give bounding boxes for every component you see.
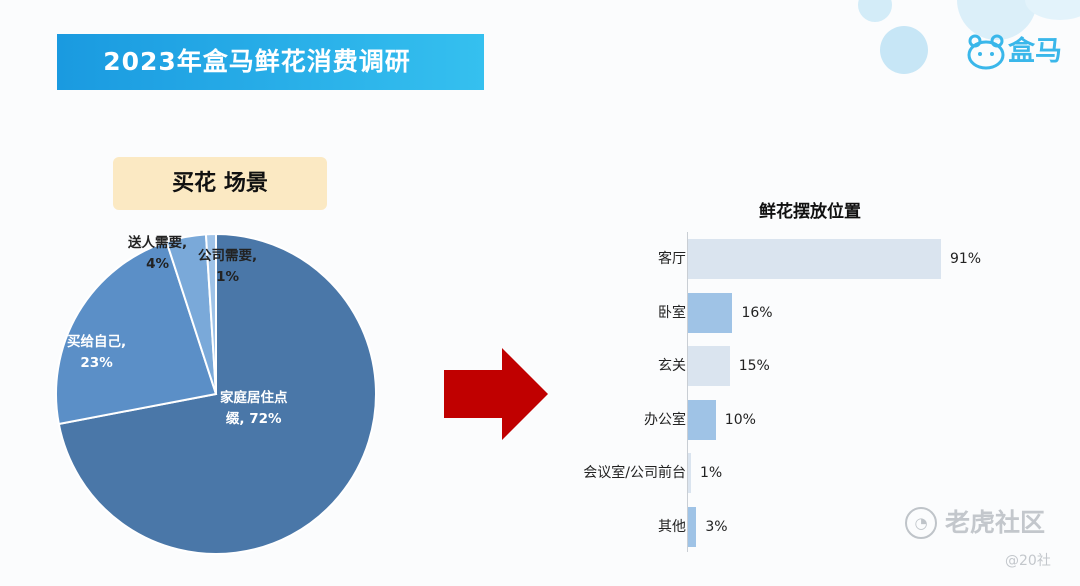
pie-label-2: 送人需要, 4% (128, 233, 187, 275)
bar-chart-title: 鲜花摆放位置 (759, 202, 861, 222)
pie-label-line1: 送人需要, (128, 235, 188, 251)
decor-bubble (858, 0, 892, 22)
bar-row: 客厅 91% (540, 239, 1060, 279)
pie-label-line2: 缀, 72% (225, 411, 282, 427)
bar-row: 玄关 15% (540, 346, 1060, 387)
pie-label-line1: 家庭居住点 (220, 390, 288, 406)
bar (688, 292, 733, 333)
watermark-text: 老虎社区 (945, 508, 1046, 537)
watermark-handle: @20社 (1005, 553, 1051, 569)
watermark: ◔ 老虎社区 (905, 507, 1065, 539)
bar-category-label: 玄关 (658, 358, 686, 375)
bar-value-label: 10% (724, 411, 756, 428)
right-arrow-icon (444, 348, 548, 440)
bar-row: 会议室/公司前台 1% (540, 453, 1060, 494)
bar (688, 507, 697, 547)
bar-category-label: 卧室 (658, 304, 686, 321)
pie-label-line1: 买给自己, (67, 334, 127, 350)
hema-logo: 盒马 (966, 33, 1066, 71)
title-banner: 2023年盒马鲜花消费调研 (57, 34, 484, 90)
bar-row: 卧室 16% (540, 292, 1060, 333)
pie-label-line1: 公司需要, (198, 248, 258, 264)
bar-row: 其他 3% (540, 507, 1060, 547)
pie-slice-3 (204, 232, 217, 395)
pie-label-line2: 23% (80, 355, 113, 371)
pie-slice-1 (55, 240, 218, 426)
bar-category-label: 办公室 (644, 411, 686, 428)
decor-bubble (1025, 0, 1080, 20)
pie-label-3: 公司需要, 1% (198, 246, 257, 288)
bar-category-label: 客厅 (658, 251, 686, 267)
pie-label-line2: 4% (146, 256, 170, 272)
decor-bubble (880, 26, 928, 74)
page-title: 2023年盒马鲜花消费调研 (103, 47, 411, 76)
bar-value-label: 15% (738, 358, 770, 375)
bar-category-label: 会议室/公司前台 (583, 465, 686, 482)
pie-chart (55, 232, 377, 555)
bar-value-label: 91% (949, 251, 982, 267)
pie-label-1: 买给自己, 23% (67, 332, 126, 374)
bar (688, 346, 730, 387)
bar-category-label: 其他 (658, 519, 686, 535)
bar-row: 办公室 10% (540, 399, 1060, 440)
pie-label-0: 家庭居住点缀, 72% (220, 388, 288, 430)
bar-value-label: 16% (741, 304, 773, 321)
pie-slice-0 (57, 232, 377, 555)
bar (688, 239, 941, 279)
logo-text: 盒马 (1008, 36, 1062, 67)
bar-value-label: 3% (705, 519, 728, 535)
bar-value-label: 1% (700, 465, 723, 482)
tiger-logo-icon: ◔ (905, 507, 937, 539)
bar (688, 453, 691, 494)
pie-label-line2: 1% (216, 269, 240, 285)
bar-axis (687, 232, 688, 552)
scene-label: 买花 场景 (113, 157, 327, 210)
hippo-icon (967, 34, 1005, 70)
bar (688, 399, 716, 440)
